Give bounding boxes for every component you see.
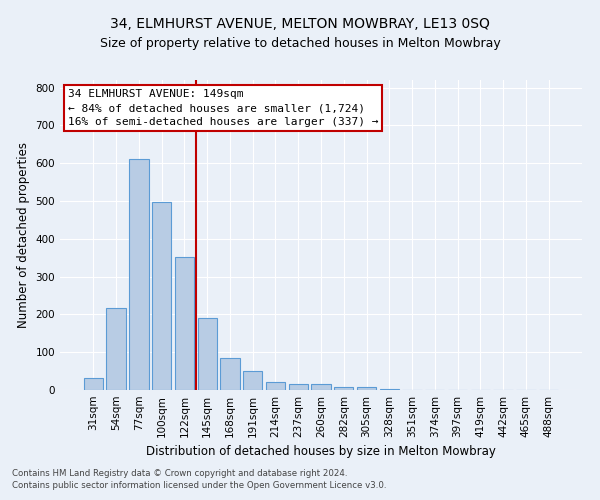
Text: Contains HM Land Registry data © Crown copyright and database right 2024.: Contains HM Land Registry data © Crown c… bbox=[12, 468, 347, 477]
Bar bbox=[266, 382, 285, 390]
Bar bbox=[243, 371, 262, 390]
Bar bbox=[220, 358, 239, 390]
Text: 34, ELMHURST AVENUE, MELTON MOWBRAY, LE13 0SQ: 34, ELMHURST AVENUE, MELTON MOWBRAY, LE1… bbox=[110, 18, 490, 32]
Text: 34 ELMHURST AVENUE: 149sqm
← 84% of detached houses are smaller (1,724)
16% of s: 34 ELMHURST AVENUE: 149sqm ← 84% of deta… bbox=[68, 90, 379, 128]
Text: Contains public sector information licensed under the Open Government Licence v3: Contains public sector information licen… bbox=[12, 481, 386, 490]
Bar bbox=[129, 160, 149, 390]
Y-axis label: Number of detached properties: Number of detached properties bbox=[17, 142, 30, 328]
X-axis label: Distribution of detached houses by size in Melton Mowbray: Distribution of detached houses by size … bbox=[146, 446, 496, 458]
Bar bbox=[197, 318, 217, 390]
Bar bbox=[106, 308, 126, 390]
Bar bbox=[380, 389, 399, 390]
Bar bbox=[334, 388, 353, 390]
Bar bbox=[175, 256, 194, 390]
Bar bbox=[289, 384, 308, 390]
Bar bbox=[357, 386, 376, 390]
Bar bbox=[152, 202, 172, 390]
Text: Size of property relative to detached houses in Melton Mowbray: Size of property relative to detached ho… bbox=[100, 38, 500, 51]
Bar bbox=[84, 378, 103, 390]
Bar bbox=[311, 384, 331, 390]
